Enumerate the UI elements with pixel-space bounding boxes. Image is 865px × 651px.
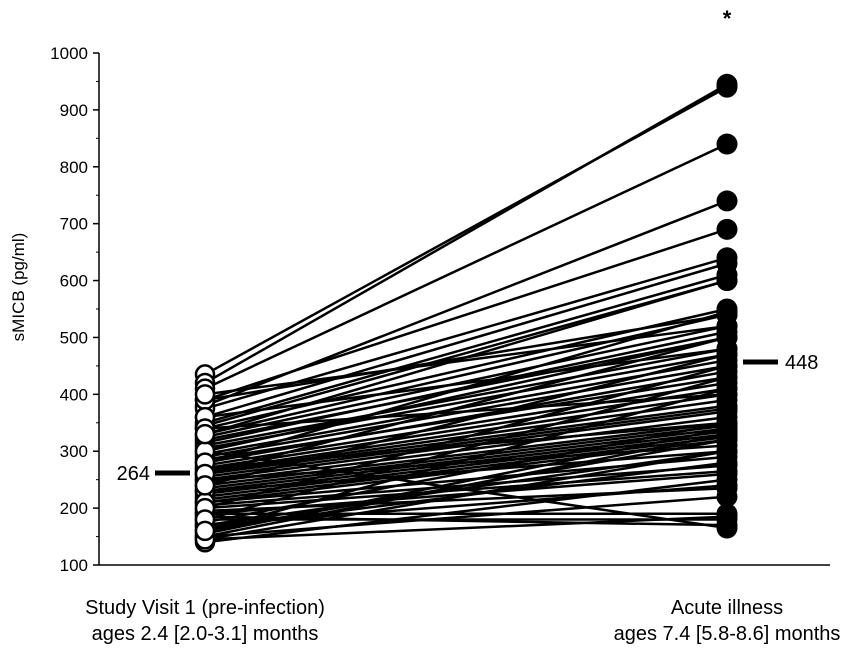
subject-line	[204, 142, 728, 390]
subject-line	[204, 495, 728, 538]
subject-line	[204, 336, 728, 476]
subject-line	[204, 199, 728, 407]
group-label-acute-line2: ages 7.4 [5.8-8.6] months	[614, 623, 841, 645]
y-tick-label: 200	[60, 499, 88, 518]
group-label-visit1-line2: ages 2.4 [2.0-3.1] months	[92, 623, 319, 645]
subject-line	[204, 279, 728, 427]
y-tick-label: 500	[60, 328, 88, 347]
y-tick-label: 1000	[50, 44, 88, 63]
y-axis-title: sMICB (pg/ml)	[9, 233, 28, 342]
subject-line	[204, 262, 728, 419]
subject-line	[204, 432, 728, 498]
acute-point	[716, 133, 738, 155]
group-label-acute-line1: Acute illness	[671, 597, 783, 619]
acute-point	[716, 270, 738, 292]
subject-line	[204, 347, 728, 447]
subject-line	[204, 484, 728, 527]
group-labels: Study Visit 1 (pre-infection) ages 2.4 […	[85, 597, 840, 645]
subject-line	[204, 279, 728, 436]
acute-point	[716, 378, 738, 400]
median-label-visit1: 264	[117, 463, 150, 485]
acute-point	[716, 506, 738, 528]
subject-line	[204, 478, 728, 544]
subject-line	[204, 310, 728, 464]
subject-line	[204, 324, 728, 439]
subject-line	[204, 376, 728, 461]
axes: 100 200 300 400 500 600 700 800 900 1000 sMICB (p…	[9, 44, 830, 575]
acute-point	[716, 446, 738, 468]
acute-point	[716, 486, 738, 508]
acute-point	[716, 218, 738, 240]
median-label-acute: 448	[785, 352, 818, 374]
y-tick-label: 600	[60, 272, 88, 291]
subject-line	[204, 370, 728, 464]
acute-point	[716, 190, 738, 212]
subject-line	[204, 387, 728, 533]
acute-point	[716, 301, 738, 323]
subject-line	[204, 83, 728, 385]
acute-point	[716, 326, 738, 348]
y-tick-label: 300	[60, 442, 88, 461]
subject-line	[204, 424, 728, 490]
subject-line	[204, 444, 728, 481]
visit1-point	[194, 423, 216, 445]
y-ticks: 100 200 300 400 500 600 700 800 900 1000	[50, 44, 99, 575]
subject-line	[204, 313, 728, 436]
subject-line	[204, 407, 728, 479]
subject-line	[204, 273, 728, 424]
subject-line	[204, 515, 728, 541]
y-tick-label: 700	[60, 215, 88, 234]
y-tick-label: 100	[60, 556, 88, 575]
subject-line	[204, 415, 728, 484]
subject-line	[204, 364, 728, 510]
visit1-point	[194, 384, 216, 405]
subject-line	[204, 435, 728, 501]
y-tick-label: 900	[60, 101, 88, 120]
subject-line	[204, 336, 728, 453]
y-tick-label: 800	[60, 158, 88, 177]
group-label-visit1-line1: Study Visit 1 (pre-infection)	[85, 597, 325, 619]
subject-line	[204, 376, 728, 521]
subject-line	[204, 393, 728, 473]
subject-line	[204, 449, 728, 541]
significance-marker: *	[723, 6, 732, 31]
acute-point	[716, 73, 738, 95]
paired-lines	[204, 83, 728, 544]
acute-point	[716, 412, 738, 434]
subject-line	[204, 421, 728, 524]
medians: 264 448	[117, 352, 819, 485]
subject-line	[204, 427, 728, 535]
y-tick-label: 400	[60, 385, 88, 404]
data-points	[194, 73, 738, 553]
visit1-point	[194, 520, 216, 542]
visit1-point	[194, 475, 216, 496]
subject-line	[204, 353, 728, 487]
subject-line	[204, 421, 728, 470]
